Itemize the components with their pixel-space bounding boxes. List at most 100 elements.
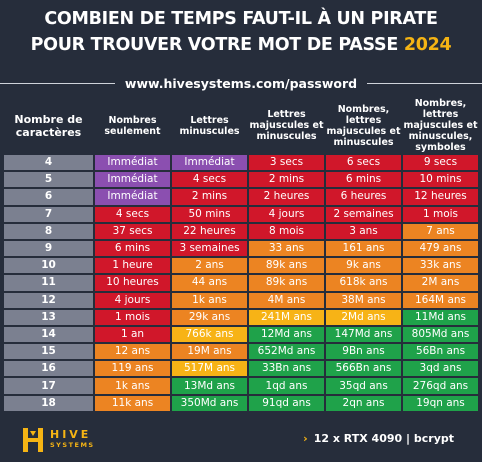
time-cell: 33 ans bbox=[249, 240, 324, 257]
time-cell: 1qd ans bbox=[249, 378, 324, 394]
time-cell: 6 secs bbox=[326, 155, 401, 171]
hardware-spec: › 12 x RTX 4090 | bcrypt bbox=[303, 432, 454, 445]
time-cell: 13Md ans bbox=[172, 378, 247, 394]
table-row: 6 Immédiat 2 mins 2 heures 6 heures 12 heures bbox=[4, 189, 478, 205]
table-row: 12 4 jours 1k ans 4M ans 38M ans 164M ans bbox=[4, 292, 478, 308]
row-label-characters: 17 bbox=[4, 378, 93, 394]
time-cell: 9k ans bbox=[326, 258, 401, 274]
title-line-2-text: POUR TROUVER VOTRE MOT DE PASSE bbox=[30, 35, 399, 55]
time-cell: 37 secs bbox=[95, 223, 170, 239]
time-cell: 10 mins bbox=[403, 172, 478, 188]
time-cell: 2qn ans bbox=[326, 395, 401, 411]
time-cell: 2M ans bbox=[403, 275, 478, 291]
time-cell: 4 jours bbox=[249, 206, 324, 222]
time-cell: 3 semaines bbox=[172, 240, 247, 257]
time-cell: 33Bn ans bbox=[249, 361, 324, 377]
column-header: Lettres majuscules et minuscules bbox=[249, 109, 324, 142]
url-divider-right bbox=[367, 82, 482, 84]
chevron-right-icon: › bbox=[303, 432, 308, 445]
column-header: Lettres minuscules bbox=[179, 114, 240, 137]
time-cell: 38M ans bbox=[326, 292, 401, 308]
time-cell: 11Md ans bbox=[403, 309, 478, 325]
table-row: 13 1 mois 29k ans 241M ans 2Md ans 11Md ans bbox=[4, 309, 478, 325]
time-cell: 1k ans bbox=[95, 378, 170, 394]
time-cell: 276qd ans bbox=[403, 378, 478, 394]
time-cell: 161 ans bbox=[326, 240, 401, 257]
row-label-characters: 10 bbox=[4, 258, 93, 274]
logo-wordmark: HIVE SYSTEMS bbox=[50, 429, 95, 451]
time-cell: 350Md ans bbox=[172, 395, 247, 411]
time-cell: 12Md ans bbox=[249, 326, 324, 343]
time-cell: 119 ans bbox=[95, 361, 170, 377]
spec-separator: | bbox=[406, 432, 411, 445]
time-cell: 652Md ans bbox=[249, 344, 324, 360]
time-cell: 4 jours bbox=[95, 292, 170, 308]
time-cell: 766k ans bbox=[172, 326, 247, 343]
hive-systems-logo: HIVE SYSTEMS bbox=[22, 425, 95, 455]
time-cell: 33k ans bbox=[403, 258, 478, 274]
table-row: 18 11k ans 350Md ans 91qd ans 2qn ans 19qn an… bbox=[4, 395, 478, 411]
time-cell: 805Md ans bbox=[403, 326, 478, 343]
time-cell: 50 mins bbox=[172, 206, 247, 222]
title-line-2: POUR TROUVER VOTRE MOT DE PASSE 2024 bbox=[0, 32, 482, 58]
row-label-characters: 18 bbox=[4, 395, 93, 411]
column-header: Nombre de caractères bbox=[14, 112, 83, 139]
table-row: 5 Immédiat 4 secs 2 mins 6 mins 10 mins bbox=[4, 172, 478, 188]
time-cell: 2 mins bbox=[249, 172, 324, 188]
logo-word-bottom: SYSTEMS bbox=[50, 441, 95, 449]
table-row: 16 119 ans 517M ans 33Bn ans 566Bn ans 3qd an… bbox=[4, 361, 478, 377]
chart-title: COMBIEN DE TEMPS FAUT-IL À UN PIRATE POU… bbox=[0, 6, 482, 58]
row-label-characters: 9 bbox=[4, 240, 93, 257]
table-row: 8 37 secs 22 heures 8 mois 3 ans 7 ans bbox=[4, 223, 478, 239]
time-cell: Immédiat bbox=[172, 155, 247, 171]
row-label-characters: 14 bbox=[4, 326, 93, 343]
time-cell: 12 ans bbox=[95, 344, 170, 360]
time-cell: 89k ans bbox=[249, 258, 324, 274]
time-cell: Immédiat bbox=[95, 189, 170, 205]
row-label-characters: 16 bbox=[4, 361, 93, 377]
table-body: 4 Immédiat Immédiat 3 secs 6 secs 9 secs 5 Immé… bbox=[4, 155, 478, 411]
time-cell: 479 ans bbox=[403, 240, 478, 257]
title-year: 2024 bbox=[403, 35, 452, 55]
time-cell: 7 ans bbox=[403, 223, 478, 239]
time-cell: 2 ans bbox=[172, 258, 247, 274]
time-cell: 29k ans bbox=[172, 309, 247, 325]
time-cell: 6 mins bbox=[95, 240, 170, 257]
time-cell: 12 heures bbox=[403, 189, 478, 205]
row-label-characters: 13 bbox=[4, 309, 93, 325]
time-cell: 3 ans bbox=[326, 223, 401, 239]
hardware-label: 12 x RTX 4090 bbox=[313, 432, 403, 445]
row-label-characters: 7 bbox=[4, 206, 93, 222]
row-label-characters: 5 bbox=[4, 172, 93, 188]
time-cell: 164M ans bbox=[403, 292, 478, 308]
column-header: Nombres, lettres majuscules et minuscule… bbox=[403, 98, 478, 153]
time-cell: 9 secs bbox=[403, 155, 478, 171]
title-line-1: COMBIEN DE TEMPS FAUT-IL À UN PIRATE bbox=[44, 9, 438, 29]
table-row: 15 12 ans 19M ans 652Md ans 9Bn ans 56Bn ans bbox=[4, 344, 478, 360]
time-cell: Immédiat bbox=[95, 172, 170, 188]
time-cell: 1 an bbox=[95, 326, 170, 343]
hive-logo-icon bbox=[23, 428, 43, 452]
time-cell: 44 ans bbox=[172, 275, 247, 291]
time-cell: 4 secs bbox=[172, 172, 247, 188]
column-header: Nombres seulement bbox=[104, 114, 161, 137]
table-header-row: Nombre de caractères Nombres seulement L… bbox=[4, 98, 478, 153]
url-divider-left bbox=[0, 82, 115, 84]
time-cell: Immédiat bbox=[95, 155, 170, 171]
time-cell: 2 heures bbox=[249, 189, 324, 205]
time-cell: 1 heure bbox=[95, 258, 170, 274]
time-cell: 35qd ans bbox=[326, 378, 401, 394]
time-cell: 3qd ans bbox=[403, 361, 478, 377]
time-cell: 8 mois bbox=[249, 223, 324, 239]
time-cell: 89k ans bbox=[249, 275, 324, 291]
time-cell: 566Bn ans bbox=[326, 361, 401, 377]
time-cell: 56Bn ans bbox=[403, 344, 478, 360]
time-cell: 2 mins bbox=[172, 189, 247, 205]
row-label-characters: 12 bbox=[4, 292, 93, 308]
source-url-bar: www.hivesystems.com/password bbox=[0, 70, 482, 96]
time-cell: 6 mins bbox=[326, 172, 401, 188]
row-label-characters: 6 bbox=[4, 189, 93, 205]
time-cell: 9Bn ans bbox=[326, 344, 401, 360]
column-header: Nombres, lettres majuscules et minuscule… bbox=[326, 103, 401, 148]
